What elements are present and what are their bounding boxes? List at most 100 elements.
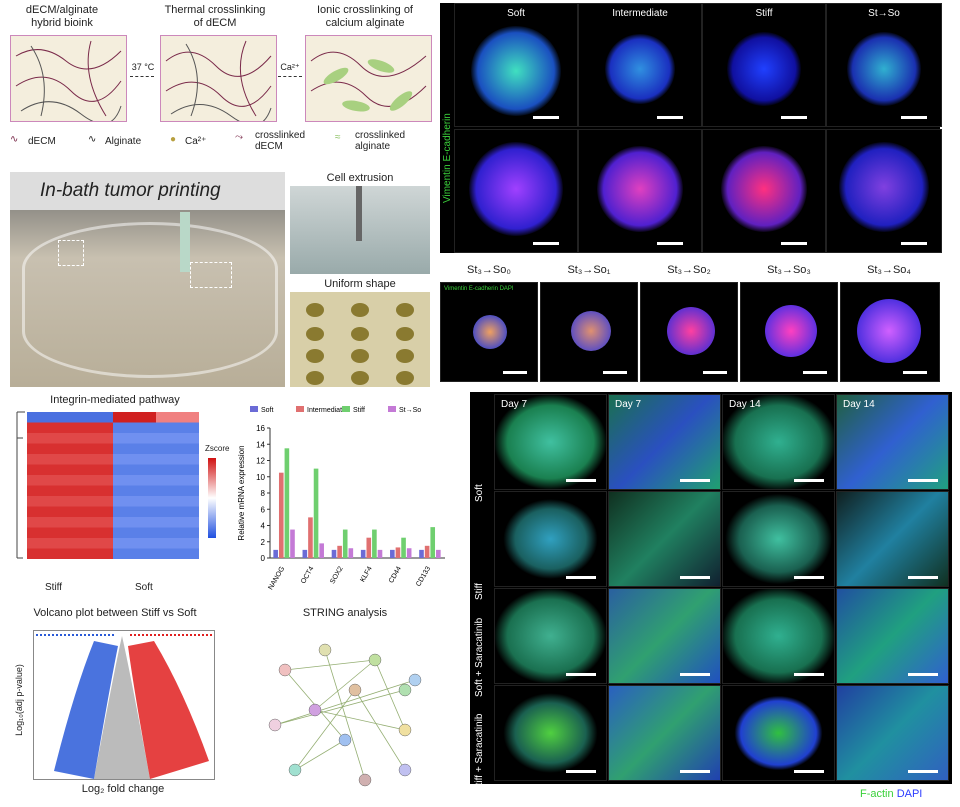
scale-bar <box>566 576 596 579</box>
bar <box>372 529 377 558</box>
heatmap-cell <box>156 412 199 423</box>
factin-image <box>722 685 835 781</box>
heatmap-cell <box>113 422 156 433</box>
heatmap-cell <box>113 464 156 475</box>
volcano-points <box>36 634 212 779</box>
fiber-network-icon <box>310 51 427 112</box>
string-network <box>268 643 422 787</box>
factin-image <box>722 588 835 684</box>
heatmap-cell <box>156 538 199 549</box>
scale-bar <box>533 116 559 119</box>
micro-intermediate-row1: Intermediate <box>578 3 702 127</box>
heatmap-cell <box>27 412 70 423</box>
heatmap-cell <box>27 475 70 486</box>
scale-bar <box>901 116 927 119</box>
heatmap-title: Integrin-mediated pathway <box>50 394 180 406</box>
bar <box>348 548 354 558</box>
bar <box>308 517 313 558</box>
y-tick-label: 4 <box>261 522 266 531</box>
heatmap-cell <box>70 475 113 486</box>
heatmap-cell <box>113 412 156 423</box>
bioink-box <box>10 35 127 125</box>
heatmap-cell <box>113 496 156 507</box>
bar <box>430 527 436 558</box>
heatmap-cell <box>27 496 70 507</box>
row-label-stiff-saracatinib: Stiff + Saracatinib <box>474 713 485 792</box>
uniform-shape-photo <box>290 292 430 387</box>
emt-panel: Vimentin E-cadherin Soft Intermediate St… <box>440 3 942 253</box>
scale-bar <box>566 479 596 482</box>
bar <box>302 549 308 558</box>
series-col-4: St₃→So₄ <box>867 264 911 276</box>
heatmap-cell <box>156 506 199 517</box>
heatmap-cell <box>70 527 113 538</box>
spheroid <box>469 142 563 236</box>
heatmap-cell <box>70 443 113 454</box>
heatmap-cell <box>27 548 70 559</box>
factin-image <box>836 685 949 781</box>
heatmap-cell <box>70 422 113 433</box>
bar <box>424 545 430 558</box>
row-label-soft: Soft <box>474 484 485 502</box>
arrow-right-icon <box>130 76 154 77</box>
factin-image <box>836 491 949 587</box>
arrow1-label: 37 °C <box>131 62 155 72</box>
spheroid <box>473 315 507 349</box>
bar <box>313 468 319 558</box>
volcano-title: Volcano plot between Stiff vs Soft <box>33 607 197 619</box>
scale-bar <box>703 371 727 374</box>
emt-side-label: Vimentin E-cadherin <box>442 113 453 203</box>
legend-label: Stiff <box>353 407 365 414</box>
micro-soft-row1: Soft <box>454 3 578 127</box>
step2-label: Thermal crosslinking of dECM <box>164 4 266 29</box>
heatmap-cell <box>70 496 113 507</box>
factin-col-label: Day 7 <box>501 399 528 410</box>
factin-image <box>608 588 721 684</box>
heatmap-cell <box>113 506 156 517</box>
step1-label: dECM/alginate hybrid bioink <box>25 4 99 29</box>
legend-factin: F-actin <box>860 788 894 800</box>
factin-image: Day 7 <box>494 394 607 490</box>
series-micro-3 <box>740 282 838 382</box>
series-panel: St₃→So₀ St₃→So₁ St₃→So₂ St₃→So₃ St₃→So₄ … <box>440 262 940 382</box>
legend-dapi: DAPI <box>896 788 923 800</box>
bar <box>284 448 290 558</box>
thermal-box <box>160 35 277 126</box>
heatmap-cell <box>70 433 113 444</box>
factin-image <box>494 491 607 587</box>
legend-swatch <box>250 406 258 412</box>
x-tick-label: SOX2 <box>329 565 344 585</box>
legend-label: Soft <box>261 407 274 414</box>
cell-extrusion-photo <box>290 186 430 274</box>
scale-bar <box>566 770 596 773</box>
heatmap-cell <box>27 517 70 528</box>
needle <box>356 186 362 241</box>
scale-bar <box>794 673 824 676</box>
alginate-icon: ∿ <box>88 134 97 145</box>
y-axis-label: Relative mRNA expression <box>237 445 246 540</box>
x-tick-label: OCT4 <box>300 565 315 585</box>
y-tick-label: 6 <box>261 505 266 514</box>
scale-bar <box>908 673 938 676</box>
arrow2-label: Ca²⁺ <box>280 62 300 72</box>
heatmap-cell <box>156 485 199 496</box>
micro-soft-row2 <box>454 129 578 253</box>
nozzle <box>180 212 190 272</box>
factin-image <box>494 588 607 684</box>
factin-col-label: Day 14 <box>729 399 761 410</box>
factin-image <box>836 588 949 684</box>
x-tick-label: NANOG <box>267 566 286 592</box>
scale-bar <box>680 576 710 579</box>
printing-title: In-bath tumor printing <box>40 180 221 201</box>
scale-bar <box>794 770 824 773</box>
factin-col-label: Day 7 <box>615 399 642 410</box>
bar <box>319 543 324 558</box>
spheroid <box>847 32 921 106</box>
series-micro-4 <box>840 282 940 382</box>
heatmap-cell <box>156 454 199 465</box>
volcano-xlabel: Log₂ fold change <box>81 783 165 795</box>
heatmap-xlabel-soft: Soft <box>135 582 153 593</box>
series-col-3: St₃→So₃ <box>767 264 811 276</box>
heatmap-cell <box>27 538 70 549</box>
heatmap-cell <box>27 485 70 496</box>
